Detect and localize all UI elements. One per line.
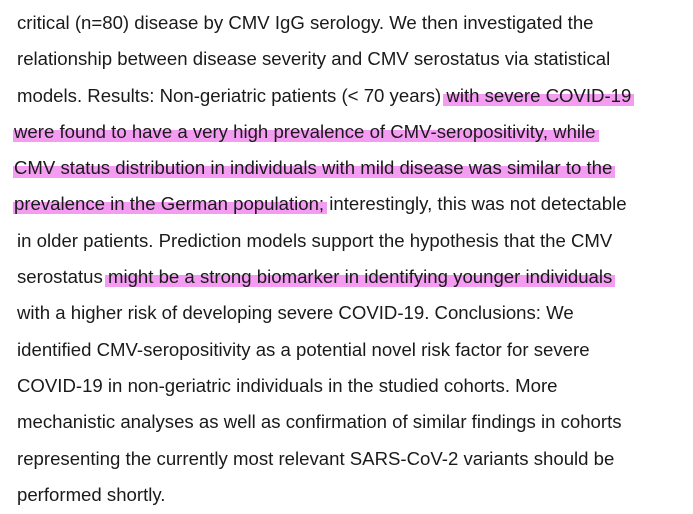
abstract-text: critical (n=80) disease by CMV IgG serol… [13,5,687,513]
text-line: relationship between disease severity an… [17,41,687,77]
text-segment: interestingly, this was not detectable [324,193,627,215]
text-line: identified CMV-seropositivity as a poten… [17,332,687,368]
highlighted-text: prevalence in the German population; [13,193,328,215]
text-line: with a higher risk of developing severe … [17,295,687,331]
text-line: serostatus might be a strong biomarker i… [17,259,687,295]
highlighted-text: with severe COVID-19 [443,84,635,106]
text-segment: with a higher risk of developing severe … [17,302,574,324]
text-line: representing the currently most relevant… [17,441,687,477]
text-segment: COVID-19 in non-geriatric individuals in… [17,374,558,396]
text-line: COVID-19 in non-geriatric individuals in… [17,368,687,404]
text-line: models. Results: Non-geriatric patients … [17,78,687,114]
highlighted-text: CMV status distribution in individuals w… [13,157,616,179]
text-line: mechanistic analyses as well as confirma… [17,404,687,440]
text-line: prevalence in the German population; int… [13,186,687,222]
text-segment: mechanistic analyses as well as confirma… [17,411,622,433]
text-segment: performed shortly. [17,483,166,505]
text-segment: critical (n=80) disease by CMV IgG serol… [17,12,594,33]
text-line: critical (n=80) disease by CMV IgG serol… [17,5,687,41]
text-segment: serostatus [17,266,108,288]
text-segment: models. Results: Non-geriatric patients … [17,84,447,106]
highlighted-text: might be a strong biomarker in identifyi… [104,266,616,288]
text-segment: relationship between disease severity an… [17,48,611,70]
text-line: performed shortly. [17,477,687,513]
text-line: CMV status distribution in individuals w… [13,150,687,186]
text-line: in older patients. Prediction models sup… [17,223,687,259]
highlighted-text: were found to have a very high prevalenc… [13,120,599,142]
text-segment: representing the currently most relevant… [17,447,615,469]
text-segment: identified CMV-seropositivity as a poten… [17,338,590,360]
text-segment: in older patients. Prediction models sup… [17,229,613,251]
text-line: were found to have a very high prevalenc… [13,114,687,150]
